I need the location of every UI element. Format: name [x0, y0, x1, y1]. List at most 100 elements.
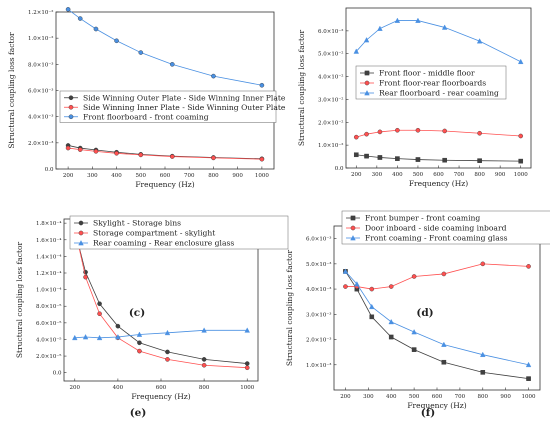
x-tick-label: 800: [478, 394, 489, 400]
x-tick-label: 200: [351, 172, 362, 178]
y-tick-label: 0.0: [53, 371, 62, 377]
x-tick-label: 200: [63, 173, 74, 179]
x-tick-label: 200: [70, 385, 81, 391]
data-point: [353, 134, 359, 140]
x-tick-label: 1000: [514, 172, 528, 178]
data-point: [388, 318, 394, 325]
legend: Side Winning Outer Plate - Side Winning …: [59, 90, 286, 123]
x-tick-label: 900: [232, 173, 243, 179]
series-line: [345, 271, 529, 366]
y-tick-label: 3.0×10⁻³: [306, 311, 331, 318]
data-point: [259, 82, 265, 88]
data-point: [342, 268, 349, 274]
y-tick-label: 6.0×10⁻³: [306, 236, 331, 243]
x-tick-label: 300: [372, 172, 383, 178]
y-tick-label: 6.0×10⁻³: [28, 88, 53, 95]
data-point: [442, 157, 447, 163]
data-point: [165, 357, 170, 362]
data-point: [364, 153, 369, 159]
data-point: [201, 357, 207, 362]
data-point: [114, 150, 119, 156]
data-point: [97, 301, 102, 307]
data-point: [77, 147, 83, 152]
x-tick-label: 800: [208, 173, 219, 179]
series-line: [74, 228, 248, 369]
legend-marker: [350, 215, 356, 221]
data-point: [169, 154, 175, 159]
series-3: [353, 17, 524, 65]
legend-marker: [78, 220, 84, 226]
data-point: [441, 24, 448, 30]
y-tick-label: 1.0×10⁻³: [306, 362, 331, 369]
series-line: [355, 20, 521, 63]
y-axis-label: Structural coupling loss factor: [297, 30, 306, 147]
y-tick-label: 2.0×10⁻⁵: [36, 353, 61, 360]
data-point: [442, 128, 447, 134]
x-tick-label: 500: [413, 172, 424, 178]
data-point: [441, 341, 447, 347]
x-tick-label: 400: [386, 394, 397, 400]
y-tick-label: 1.4×10⁻⁴: [36, 253, 62, 260]
legend-marker: [68, 95, 74, 101]
x-tick-label: 400: [392, 172, 403, 178]
legend-marker: [364, 90, 370, 96]
series-2: [72, 225, 250, 371]
data-point: [96, 334, 103, 341]
legend-marker: [364, 80, 370, 86]
data-point: [518, 133, 524, 139]
data-point: [343, 284, 348, 289]
y-axis-label: Structural coupling loss factor: [7, 32, 16, 149]
data-point: [517, 58, 524, 65]
legend-marker: [68, 114, 74, 120]
data-point: [211, 73, 216, 79]
data-point: [476, 38, 483, 44]
x-tick-label: 1000: [240, 385, 254, 391]
x-tick-label: 900: [495, 172, 506, 178]
data-point: [354, 281, 360, 287]
y-tick-label: 4.0×10⁻⁵: [36, 336, 61, 343]
chart-panel-3: 200 400 600 800 1000 0.0 2.0×10⁻⁵ 4.0×10⁻⁵ 6.0×1…: [15, 215, 289, 419]
x-tick-label: 200: [340, 394, 351, 400]
y-tick-label: 4.0×10⁻²: [318, 74, 343, 81]
data-point: [377, 155, 383, 160]
y-tick-label: 0.0: [45, 167, 54, 173]
x-tick-label: 500: [409, 394, 420, 400]
data-point: [138, 152, 144, 158]
x-tick-label: 700: [455, 394, 466, 400]
legend-marker: [350, 225, 356, 231]
data-point: [411, 329, 417, 335]
data-point: [477, 158, 482, 163]
legend-box: [341, 210, 550, 245]
x-tick-label: 400: [111, 173, 122, 179]
y-tick-label: 2.0×10⁻³: [28, 140, 53, 147]
x-tick-label: 300: [363, 394, 374, 400]
y-tick-label: 5.0×10⁻³: [306, 261, 331, 268]
panel-label: (d): [416, 307, 433, 319]
legend-entry: Front coaming - Front coaming glass: [365, 234, 508, 243]
legend-marker: [78, 230, 84, 236]
x-tick-label: 600: [433, 172, 444, 178]
legend-entry: Front floor-rear floorboards: [379, 79, 486, 88]
legend-box: [355, 65, 507, 100]
x-tick-label: 300: [87, 173, 98, 179]
series-line: [74, 329, 248, 339]
data-point: [137, 340, 142, 346]
y-tick-label: 5.0×10⁻²: [318, 51, 343, 58]
data-point: [377, 129, 383, 135]
legend-entry: Rear floorboard - rear coaming: [379, 89, 499, 98]
legend-marker: [350, 235, 356, 241]
plot-frame: [333, 225, 541, 391]
data-point: [353, 152, 359, 158]
x-tick-label: 400: [113, 385, 124, 391]
data-point: [415, 127, 421, 133]
data-point: [441, 271, 447, 277]
chart-panel-4: 200 300 400 500 600 700 800 900 1000 1.0×10⁻³ 2.0×…: [285, 210, 550, 419]
x-tick-label: 800: [474, 172, 485, 178]
y-tick-label: 0.0: [335, 166, 344, 172]
x-axis-label: Frequency (Hz): [407, 401, 466, 410]
legend-entry: Rear coaming - Rear enclosure glass: [93, 239, 234, 248]
series-3: [65, 7, 265, 88]
